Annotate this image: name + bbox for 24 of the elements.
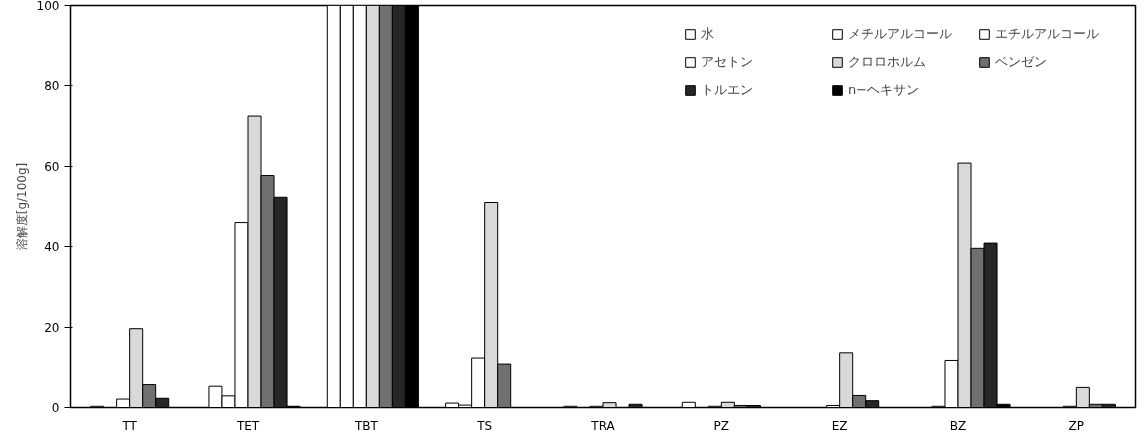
x-tick-label: EZ: [831, 418, 848, 433]
y-tick-label: 100: [36, 0, 60, 13]
legend-label: クロロホルム: [848, 53, 927, 71]
y-tick-label: 20: [44, 320, 60, 335]
legend-label: アセトン: [701, 53, 754, 71]
legend-label: トルエン: [701, 81, 754, 99]
y-tick-label: 0: [51, 401, 60, 415]
legend-label: メチルアルコール: [848, 25, 953, 43]
y-axis-title: 溶解度[g/100g]: [14, 162, 29, 251]
y-tick-label: 80: [44, 79, 60, 94]
x-tick-label: TBT: [353, 418, 379, 433]
x-tick-label: ZP: [1068, 418, 1085, 433]
x-tick-label: TT: [121, 418, 138, 433]
x-tick-label: BZ: [949, 418, 967, 433]
x-tick-label: PZ: [713, 418, 730, 433]
x-tick-label: TS: [476, 418, 493, 433]
legend-label: エチルアルコール: [995, 25, 1100, 43]
x-tick-label: TET: [235, 418, 260, 433]
legend-label: n−ヘキサン: [848, 81, 921, 99]
x-tick-label: TRA: [590, 418, 616, 433]
y-tick-label: 60: [44, 159, 60, 174]
y-tick-label: 40: [44, 240, 60, 255]
legend-label: ベンゼン: [995, 53, 1048, 71]
legend-label: 水: [701, 25, 715, 43]
